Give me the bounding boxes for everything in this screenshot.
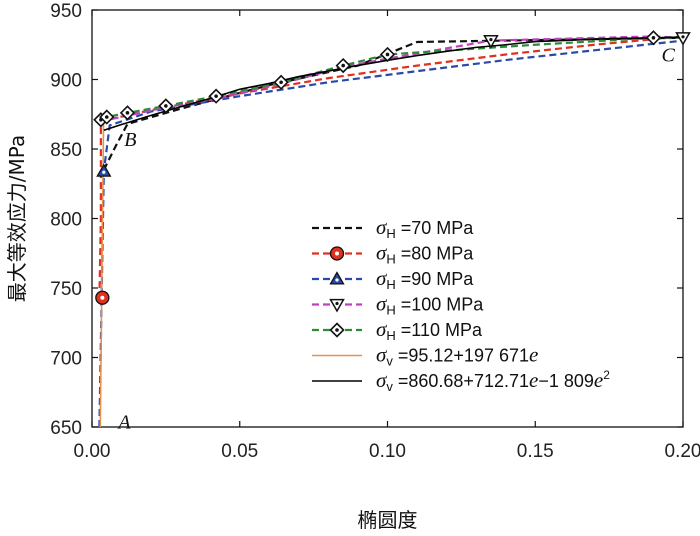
- legend-label-6: σv =860.68+712.71e−1 809e2: [376, 368, 610, 394]
- axes: 0.00 0.05 0.10 0.15 0.20 650 700 750 800 850 900 95…: [50, 1, 700, 462]
- y-tick-label: 950: [50, 1, 82, 22]
- legend-label-2: σH =90 MPa: [376, 266, 474, 292]
- x-axis-title: 椭圆度: [358, 508, 418, 532]
- legend-label-5: σv =95.12+197 671e: [376, 343, 538, 369]
- legend-marker-4-dot: [335, 328, 339, 332]
- x-tick-label: 0.00: [74, 441, 111, 462]
- series-2-point: [96, 163, 112, 177]
- legend-marker-3: [329, 298, 345, 313]
- legend-marker-3-dot: [335, 301, 339, 306]
- series-3-point: [675, 32, 691, 46]
- y-axis-title: 最大等效应力/MPa: [5, 135, 29, 302]
- point-label-B: B: [124, 129, 136, 151]
- legend-label-3: σH =100 MPa: [376, 292, 484, 318]
- y-tick-label: 750: [50, 279, 82, 300]
- series-3-point-dot: [681, 35, 685, 39]
- legend-marker-2-dot: [335, 278, 339, 282]
- x-tick-label: 0.05: [221, 441, 258, 462]
- point-label-A: A: [116, 411, 131, 433]
- series-line-2: [98, 39, 684, 428]
- x-tick-label: 0.20: [665, 441, 700, 462]
- series-4-point-dot: [125, 111, 130, 115]
- series-4-point-dot: [164, 104, 168, 108]
- series-4-point-dot: [279, 80, 283, 85]
- series-4-point-dot: [104, 115, 109, 119]
- series-4-point-dot: [385, 52, 390, 57]
- series-markers: [93, 30, 691, 305]
- series-line-3: [100, 35, 684, 123]
- legend-label-0: σH =70 MPa: [376, 215, 474, 241]
- series-3-point: [483, 34, 499, 49]
- x-tick-label: 0.15: [517, 441, 554, 462]
- series-4-point-dot: [341, 63, 345, 68]
- series-1-point-dot: [100, 295, 105, 300]
- annotations: A B C: [116, 44, 675, 433]
- y-tick-label: 650: [50, 418, 82, 439]
- y-tick-label: 800: [50, 210, 82, 231]
- y-tick-label: 900: [50, 71, 82, 92]
- point-label-C: C: [662, 44, 676, 66]
- series-4-point-dot: [651, 36, 656, 40]
- series-3-point-dot: [489, 37, 493, 42]
- series-2-point-dot: [102, 170, 106, 174]
- legend-marker-2: [329, 271, 345, 285]
- y-tick-label: 700: [50, 349, 82, 370]
- series-4-point-dot: [214, 94, 218, 98]
- x-tick-label: 0.10: [369, 441, 406, 462]
- legend-label-4: σH =110 MPa: [376, 317, 483, 343]
- legend-marker-1-dot: [335, 251, 339, 256]
- legend-label-1: σH =80 MPa: [376, 241, 474, 267]
- y-tick-label: 850: [50, 140, 82, 161]
